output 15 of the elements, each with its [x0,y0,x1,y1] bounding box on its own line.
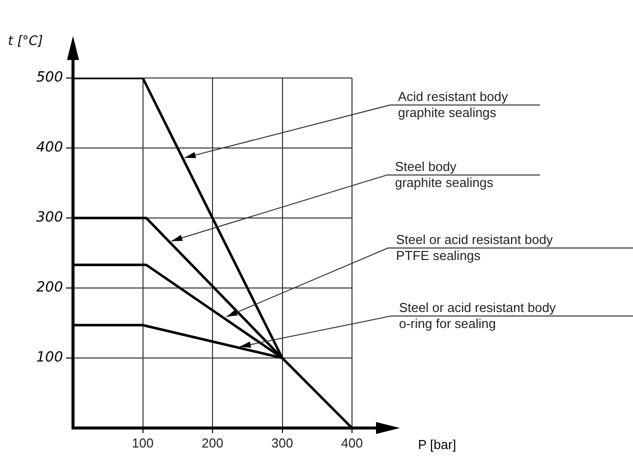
y-tick-label: 200 [36,280,64,296]
x-tick-label: 300 [271,435,294,450]
annotation: Steel or acid resistant body o-ring for sealing [399,300,556,332]
x-tick-label: 400 [341,435,363,450]
y-tick-label: 400 [36,140,64,156]
y-axis-title: t [°C] [8,34,43,49]
x-tick-label: 100 [132,435,154,450]
y-tick-label: 300 [36,210,64,226]
x-tick-label: 200 [202,435,224,450]
y-tick-label: 500 [36,70,64,86]
x-axis-title: P [bar] [418,437,456,452]
annotation: Steel or acid resistant body PTFE sealings [396,232,553,264]
annotation: Acid resistant body graphite sealings [398,89,508,121]
annotation: Steel body graphite sealings [395,159,494,191]
y-tick-label: 100 [36,350,64,366]
